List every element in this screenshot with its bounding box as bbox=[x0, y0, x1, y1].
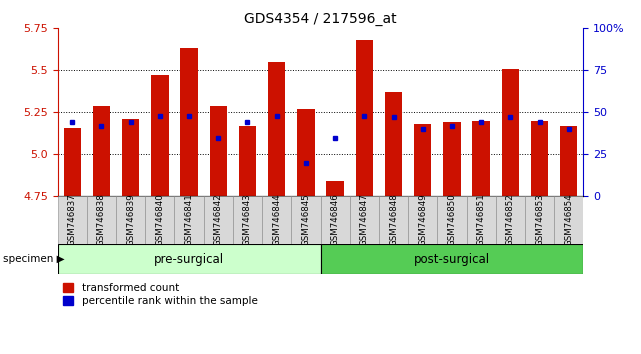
Text: GSM746849: GSM746849 bbox=[418, 193, 427, 246]
Bar bbox=[262, 196, 291, 244]
Text: GSM746852: GSM746852 bbox=[506, 193, 515, 246]
Bar bbox=[350, 196, 379, 244]
Bar bbox=[379, 196, 408, 244]
Text: GSM746846: GSM746846 bbox=[331, 193, 340, 246]
Text: GSM746847: GSM746847 bbox=[360, 193, 369, 246]
Text: GSM746842: GSM746842 bbox=[214, 193, 223, 246]
Bar bbox=[531, 121, 548, 196]
Bar bbox=[180, 48, 198, 196]
Text: GSM746837: GSM746837 bbox=[68, 193, 77, 246]
Text: GSM746853: GSM746853 bbox=[535, 193, 544, 246]
Text: GSM746839: GSM746839 bbox=[126, 193, 135, 246]
Bar bbox=[204, 196, 233, 244]
Bar bbox=[151, 75, 169, 196]
Bar bbox=[525, 196, 554, 244]
Text: GSM746848: GSM746848 bbox=[389, 193, 398, 246]
Bar bbox=[326, 181, 344, 196]
Text: GSM746841: GSM746841 bbox=[185, 193, 194, 246]
Bar bbox=[560, 126, 578, 196]
Bar bbox=[501, 69, 519, 196]
Bar bbox=[297, 109, 315, 196]
Bar bbox=[385, 92, 403, 196]
Bar bbox=[174, 196, 204, 244]
Bar bbox=[63, 127, 81, 196]
Text: GSM746838: GSM746838 bbox=[97, 193, 106, 246]
Bar bbox=[554, 196, 583, 244]
Bar bbox=[210, 105, 227, 196]
Bar bbox=[122, 119, 140, 196]
Text: specimen ▶: specimen ▶ bbox=[3, 254, 65, 264]
Bar bbox=[116, 196, 146, 244]
Bar bbox=[414, 124, 431, 196]
Bar bbox=[233, 196, 262, 244]
Bar bbox=[58, 196, 87, 244]
Bar bbox=[238, 126, 256, 196]
Text: GSM746843: GSM746843 bbox=[243, 193, 252, 246]
Title: GDS4354 / 217596_at: GDS4354 / 217596_at bbox=[244, 12, 397, 26]
Text: GSM746850: GSM746850 bbox=[447, 193, 456, 246]
Bar bbox=[443, 122, 461, 196]
Bar bbox=[467, 196, 495, 244]
Legend: transformed count, percentile rank within the sample: transformed count, percentile rank withi… bbox=[63, 283, 258, 306]
Text: GSM746845: GSM746845 bbox=[301, 193, 310, 246]
Bar bbox=[320, 196, 350, 244]
Bar bbox=[268, 62, 285, 196]
Text: post-surgical: post-surgical bbox=[414, 253, 490, 266]
Bar bbox=[291, 196, 320, 244]
Text: GSM746840: GSM746840 bbox=[155, 193, 164, 246]
Text: GSM746851: GSM746851 bbox=[477, 193, 486, 246]
Bar bbox=[146, 196, 174, 244]
Bar bbox=[58, 244, 320, 274]
Bar bbox=[408, 196, 437, 244]
Text: GSM746844: GSM746844 bbox=[272, 193, 281, 246]
Text: pre-surgical: pre-surgical bbox=[154, 253, 224, 266]
Bar bbox=[437, 196, 467, 244]
Bar bbox=[495, 196, 525, 244]
Bar bbox=[356, 40, 373, 196]
Bar bbox=[93, 105, 110, 196]
Bar bbox=[472, 121, 490, 196]
Bar bbox=[87, 196, 116, 244]
Bar bbox=[320, 244, 583, 274]
Text: GSM746854: GSM746854 bbox=[564, 193, 573, 246]
